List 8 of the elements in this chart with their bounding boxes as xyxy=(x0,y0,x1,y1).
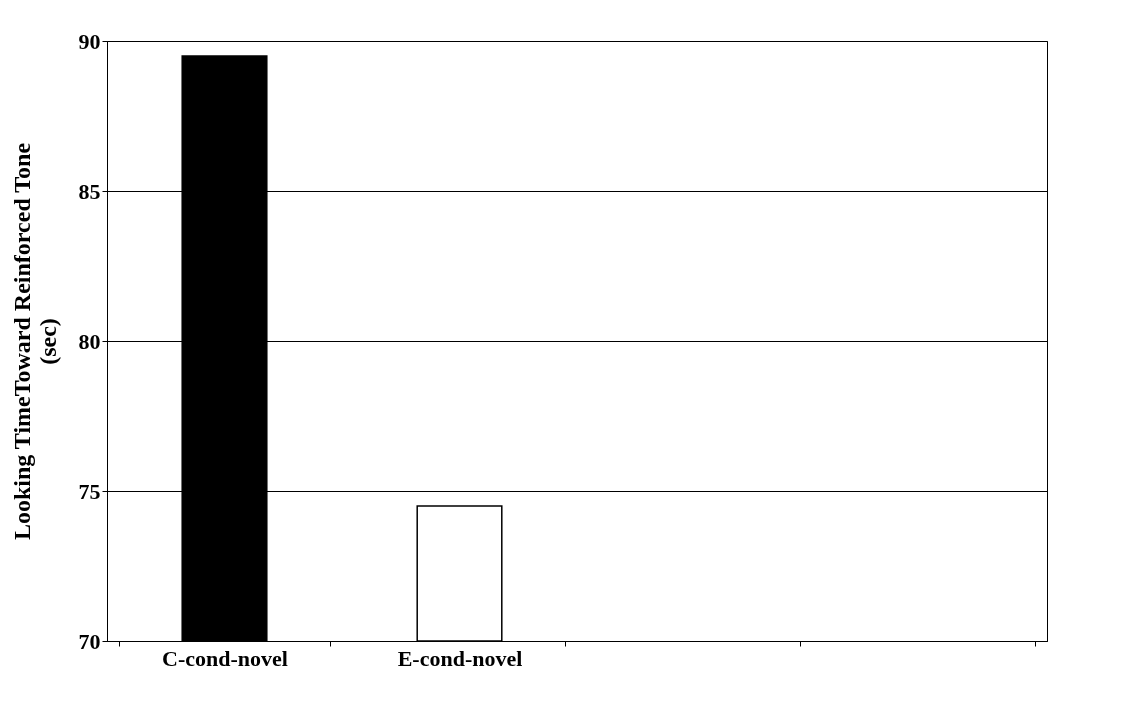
y-tick-label: 90 xyxy=(78,28,101,54)
y-tick-label: 75 xyxy=(78,478,101,504)
y-tick-label: 85 xyxy=(78,178,101,204)
y-tick-label: 70 xyxy=(78,628,101,654)
y-tick-label: 80 xyxy=(78,328,101,354)
x-tick-label: C-cond-novel xyxy=(162,645,288,671)
x-tick-label: E-cond-novel xyxy=(397,645,523,671)
y-axis-title: Looking TimeToward Reinforced Tone (sec) xyxy=(8,142,61,541)
